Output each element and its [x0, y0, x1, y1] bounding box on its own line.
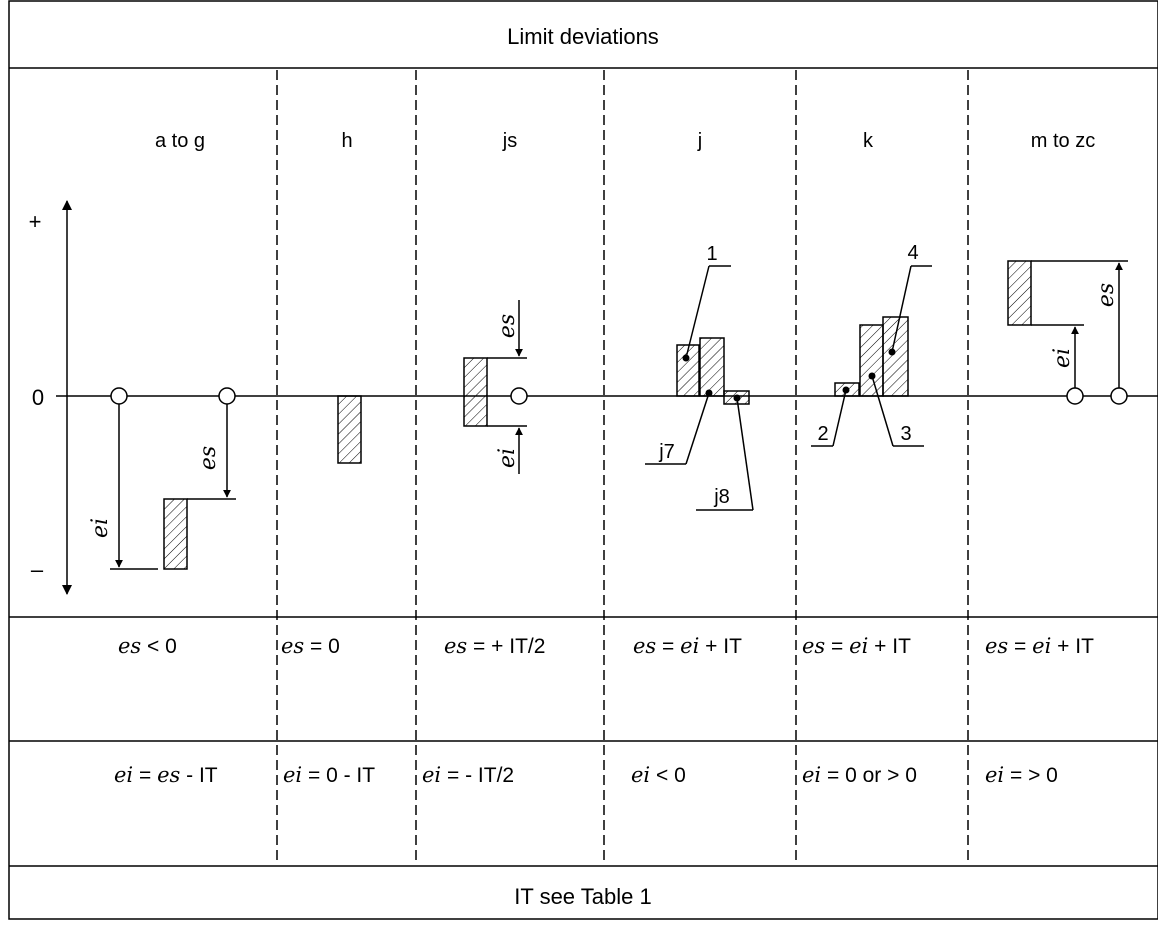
diagram-j — [645, 265, 754, 511]
column-header-k: k — [863, 130, 874, 152]
es-formula-m-to-zc: es = ei + IT — [985, 634, 1094, 658]
tolerance-zone — [463, 357, 488, 427]
diagram-js — [463, 300, 528, 474]
es-label: es — [196, 446, 221, 470]
table-grid — [8, 0, 1158, 920]
ei-label: ei — [88, 518, 113, 538]
tolerance-zone — [337, 395, 362, 464]
column-headers: a to g h js j k m to zc — [155, 130, 1095, 152]
origin-marker — [218, 387, 236, 405]
es-formula-row: es < 0 es = 0 es = + IT/2 es = ei + IT es = … — [118, 634, 1094, 658]
ei-label: ei — [1050, 348, 1075, 368]
column-header-js: js — [502, 130, 517, 152]
tolerance-zone-4 — [882, 316, 909, 397]
column-separators — [276, 70, 969, 865]
column-header-m-to-zc: m to zc — [1031, 130, 1095, 152]
diagram-m-to-zc — [1007, 260, 1128, 405]
label-j8: j8 — [713, 486, 730, 508]
axis-plus-label: + — [29, 209, 42, 234]
diagram-h — [337, 395, 362, 464]
es-formula-k: es = ei + IT — [802, 634, 911, 658]
table-footer: IT see Table 1 — [514, 884, 651, 909]
ei-formula-row: ei = es - IT ei = 0 - IT ei = - IT/2 ei < 0… — [114, 763, 1058, 787]
column-header-h: h — [341, 130, 352, 152]
origin-marker — [510, 387, 528, 405]
axis-minus-label: – — [31, 557, 44, 582]
axis-zero-label: 0 — [32, 385, 44, 410]
ei-formula-k: ei = 0 or > 0 — [802, 763, 917, 787]
tolerance-zone-3 — [859, 324, 884, 397]
ei-label: ei — [495, 448, 520, 468]
tolerance-zone — [163, 498, 188, 570]
ei-formula-js: ei = - IT/2 — [422, 763, 514, 787]
origin-marker — [1066, 387, 1084, 405]
column-header-a-to-g: a to g — [155, 130, 205, 152]
ei-formula-a-to-g: ei = es - IT — [114, 763, 218, 787]
label-2: 2 — [817, 423, 828, 445]
es-formula-js: es = + IT/2 — [444, 634, 545, 658]
label-4: 4 — [907, 242, 918, 264]
table-frame — [8, 0, 1158, 920]
origin-marker — [1110, 387, 1128, 405]
tolerance-zone-1 — [676, 344, 700, 397]
es-formula-h: es = 0 — [281, 634, 340, 658]
table-title: Limit deviations — [507, 24, 659, 49]
ei-formula-j: ei < 0 — [631, 763, 686, 787]
ei-formula-m-to-zc: ei = > 0 — [985, 763, 1058, 787]
tolerance-zone — [1007, 260, 1032, 326]
label-1: 1 — [706, 243, 717, 265]
es-formula-j: es = ei + IT — [633, 634, 742, 658]
axes — [56, 200, 1158, 595]
diagram-a-to-g — [110, 387, 236, 570]
label-3: 3 — [900, 423, 911, 445]
label-j7: j7 — [658, 441, 675, 463]
es-label: es — [495, 314, 520, 338]
origin-marker — [110, 387, 128, 405]
ei-formula-h: ei = 0 - IT — [283, 763, 375, 787]
diagram-k — [811, 265, 932, 447]
tolerance-zone-j7 — [699, 337, 725, 397]
es-formula-a-to-g: es < 0 — [118, 634, 177, 658]
column-header-j: j — [697, 130, 702, 152]
es-label: es — [1094, 283, 1119, 307]
